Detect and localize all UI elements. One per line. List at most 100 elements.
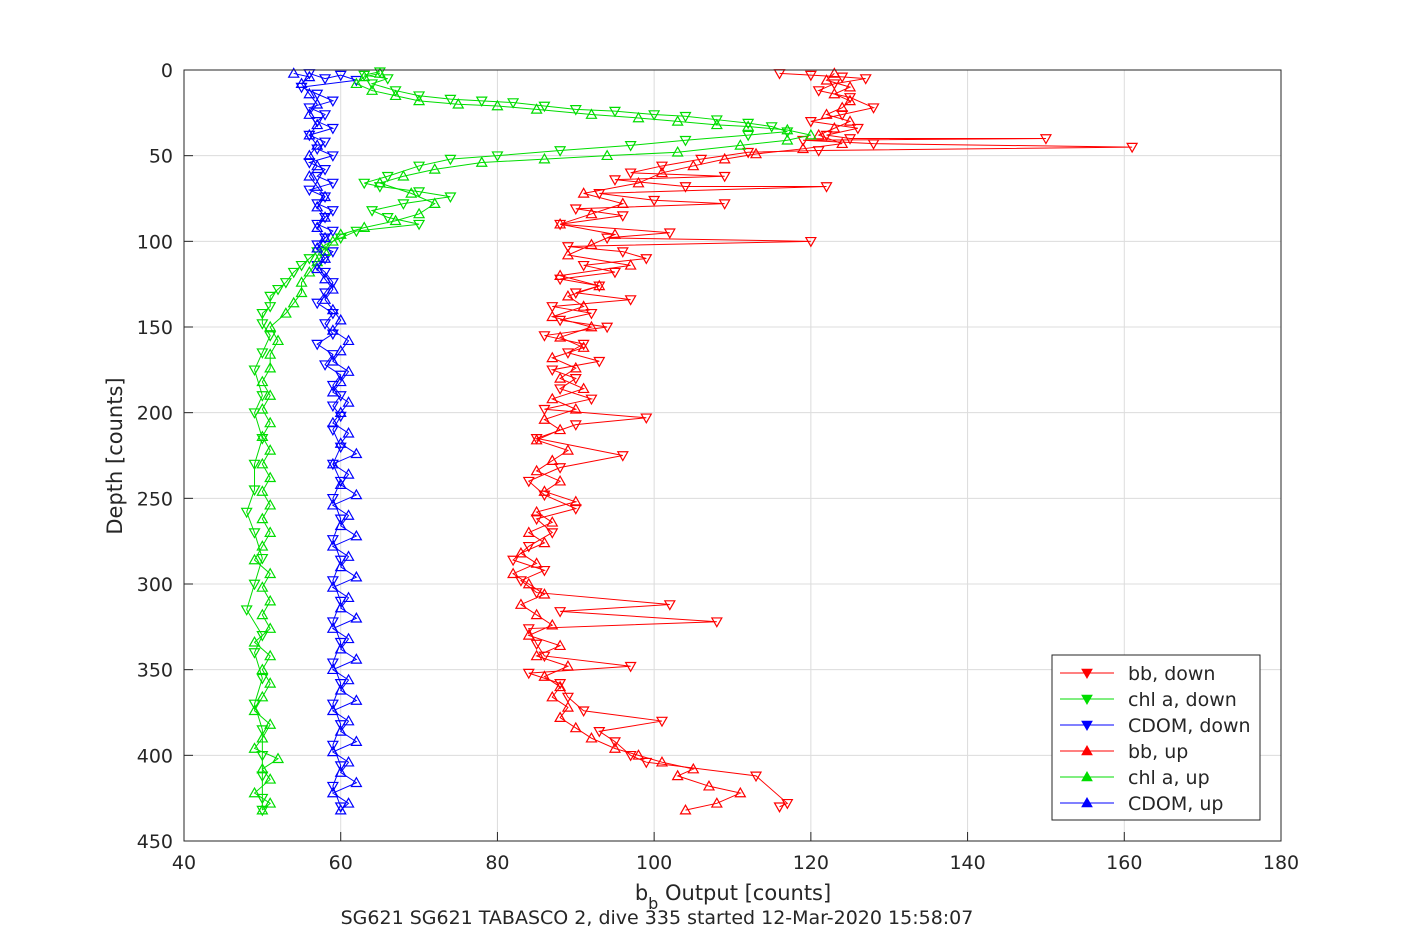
data-point [326, 401, 339, 413]
data-point [749, 771, 763, 783]
data-point [507, 555, 520, 567]
series-3 [507, 67, 857, 815]
data-point [608, 267, 621, 279]
x-tick-label: 120 [793, 852, 829, 874]
data-point [538, 485, 551, 496]
data-point [326, 781, 339, 793]
data-point [319, 272, 332, 284]
data-point [256, 725, 269, 736]
data-point [256, 793, 269, 805]
data-point [373, 176, 386, 188]
data-point [334, 642, 347, 654]
data-point [303, 87, 316, 99]
data-point [319, 233, 332, 245]
data-point [326, 704, 339, 716]
data-point [256, 375, 269, 387]
data-point [554, 372, 567, 383]
data-point [663, 600, 676, 611]
data-point [264, 348, 277, 359]
data-point [710, 797, 723, 808]
data-point [248, 365, 261, 377]
data-point [311, 139, 324, 150]
series-line [253, 72, 811, 811]
data-point [428, 163, 441, 174]
data-point [632, 111, 645, 123]
data-point [319, 110, 332, 121]
data-point [334, 601, 347, 613]
data-point [561, 692, 574, 704]
data-point [358, 178, 371, 190]
data-point [765, 122, 778, 133]
data-point [475, 156, 488, 167]
data-point [240, 507, 253, 519]
legend-marker [1081, 720, 1093, 732]
data-point [264, 471, 277, 483]
data-point [554, 217, 567, 229]
data-point [256, 430, 269, 442]
data-point [342, 714, 355, 726]
data-point [530, 557, 543, 568]
data-point [389, 89, 402, 101]
data-point [256, 553, 269, 565]
data-point [326, 493, 339, 505]
data-point [326, 96, 339, 108]
data-point [577, 300, 590, 311]
data-point [303, 70, 316, 82]
data-point [311, 221, 324, 232]
x-tick-label: 80 [485, 852, 509, 874]
data-point [522, 541, 535, 553]
data-point [546, 365, 559, 377]
data-point [295, 276, 308, 287]
legend-marker [1081, 744, 1093, 756]
data-point [554, 474, 567, 486]
y-tick-label: 50 [149, 146, 173, 168]
data-point [601, 149, 614, 161]
data-point [710, 617, 723, 628]
data-point [718, 199, 731, 210]
data-point [522, 624, 535, 635]
legend-label: bb, down [1128, 663, 1215, 685]
data-point [413, 207, 426, 219]
data-point [671, 769, 684, 781]
y-tick-label: 300 [137, 574, 173, 596]
data-point [742, 120, 755, 131]
y-tick-label: 400 [137, 745, 173, 767]
data-point [279, 278, 292, 289]
data-point [530, 505, 543, 517]
data-point [342, 673, 355, 685]
data-point [326, 385, 339, 397]
data-point [303, 149, 316, 161]
data-point [710, 118, 723, 130]
data-point [624, 168, 637, 180]
data-point [264, 567, 277, 579]
data-point [781, 134, 794, 145]
legend-label: CDOM, down [1128, 715, 1251, 737]
data-point [844, 93, 857, 104]
data-point [593, 726, 606, 738]
data-point [326, 324, 339, 335]
data-point [279, 307, 292, 318]
data-point [836, 137, 849, 149]
data-point [844, 115, 857, 126]
legend: bb, down chl a, down CDOM, down bb, up chl a… [1051, 654, 1261, 821]
series-4 [248, 67, 817, 815]
data-point [264, 622, 277, 633]
data-point [366, 79, 379, 90]
data-point [350, 488, 363, 500]
data-point [326, 283, 339, 294]
data-point [413, 161, 426, 173]
data-point [522, 476, 535, 488]
data-point [413, 219, 426, 231]
data-point [569, 420, 582, 431]
data-point [248, 699, 261, 711]
data-point [256, 391, 269, 402]
data-point [350, 570, 363, 582]
ticks: 40 60 80 100 120 140 160 180 0 50 100 150 200 250 300 3… [137, 60, 1299, 874]
data-point [311, 255, 324, 267]
data-point [781, 123, 794, 135]
data-point [334, 313, 347, 325]
data-point [561, 444, 574, 455]
data-point [342, 632, 355, 644]
data-point [350, 653, 363, 664]
data-point [381, 74, 394, 85]
